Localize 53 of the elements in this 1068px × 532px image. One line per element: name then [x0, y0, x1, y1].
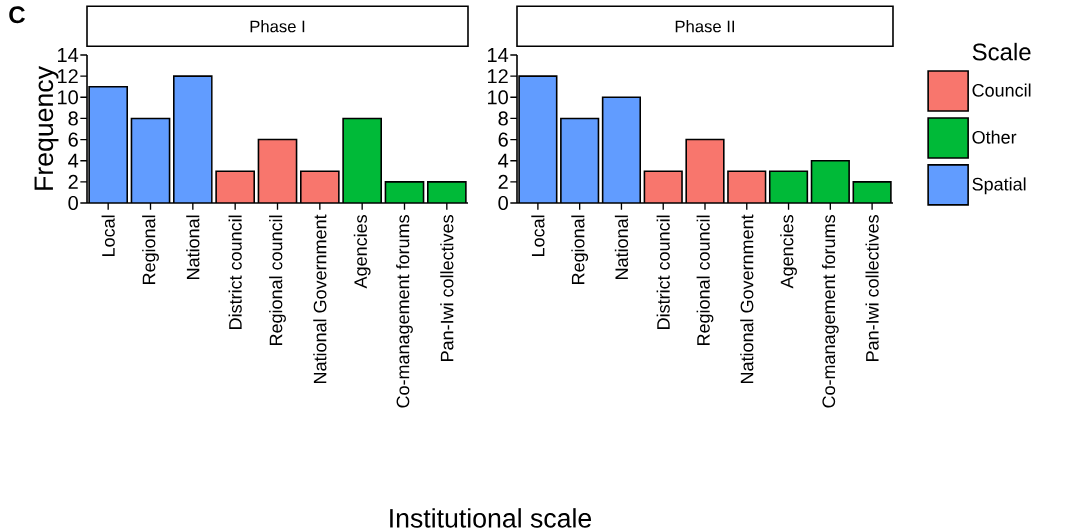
x-tick-label: Regional	[142, 215, 159, 284]
x-tick-label: Regional	[571, 215, 589, 284]
y-tick-label: 8	[498, 111, 508, 126]
x-tick-label: Co-management forums	[396, 215, 413, 408]
text: C	[9, 6, 25, 24]
x-tick-label: Regional council	[269, 215, 286, 345]
y-tick-label: 12	[488, 69, 508, 84]
y-tick-label: 12	[58, 69, 78, 84]
legend-label: Council	[972, 83, 1031, 97]
chart-title: Phase II	[675, 20, 735, 33]
x-tick-label: District council	[656, 215, 670, 329]
y-tick-label: 0	[498, 195, 508, 211]
y-tick-label: 8	[68, 111, 78, 126]
x-tick-label: Regional council	[696, 215, 714, 345]
x-tick-label: National Government	[313, 214, 327, 383]
x-tick-label: Agencies	[780, 215, 797, 289]
y-tick-label: 0	[68, 195, 78, 211]
bar	[89, 86, 128, 203]
y-tick-label: 14	[488, 48, 509, 62]
legend-label: Spatial	[972, 177, 1026, 195]
legend-title: Scale	[972, 42, 1031, 61]
legend-label: Other	[972, 130, 1017, 144]
x-tick-label: National Government	[740, 214, 754, 383]
y-tick-label: 4	[498, 153, 509, 168]
x-tick-label: Local	[531, 215, 545, 256]
bar	[172, 75, 213, 203]
bar	[131, 118, 170, 203]
bar	[811, 160, 850, 203]
y-tick-label: 6	[498, 132, 508, 147]
bar	[727, 170, 767, 203]
y-tick-label: 10	[488, 90, 508, 105]
bar	[644, 171, 683, 203]
y-tick-label: 4	[68, 153, 79, 168]
bar	[686, 139, 724, 203]
x-tick-label: Local	[101, 215, 115, 256]
x-tick-label: Pan-Iwi collectives	[440, 215, 454, 361]
x-tick-label: Pan-Iwi collectives	[865, 215, 879, 361]
y-axis-title: Frequency	[34, 66, 59, 190]
y-tick-label: 6	[68, 132, 78, 147]
x-tick-label: Co-management forums	[821, 215, 839, 408]
y-tick-label: 14	[58, 48, 79, 62]
chart-title: Phase I	[250, 20, 305, 33]
y-tick-label: 2	[498, 174, 508, 189]
bar	[258, 139, 297, 203]
x-tick-label: District council	[228, 215, 242, 329]
y-tick-label: 2	[68, 174, 78, 189]
x-tick-label: National	[186, 215, 200, 279]
bar	[343, 118, 382, 203]
x-tick-label: National	[614, 215, 629, 279]
x-tick-label: Agencies	[353, 215, 371, 289]
y-tick-label: 10	[58, 90, 78, 105]
bar	[769, 171, 808, 203]
x-axis-title: Institutional scale	[390, 508, 592, 528]
